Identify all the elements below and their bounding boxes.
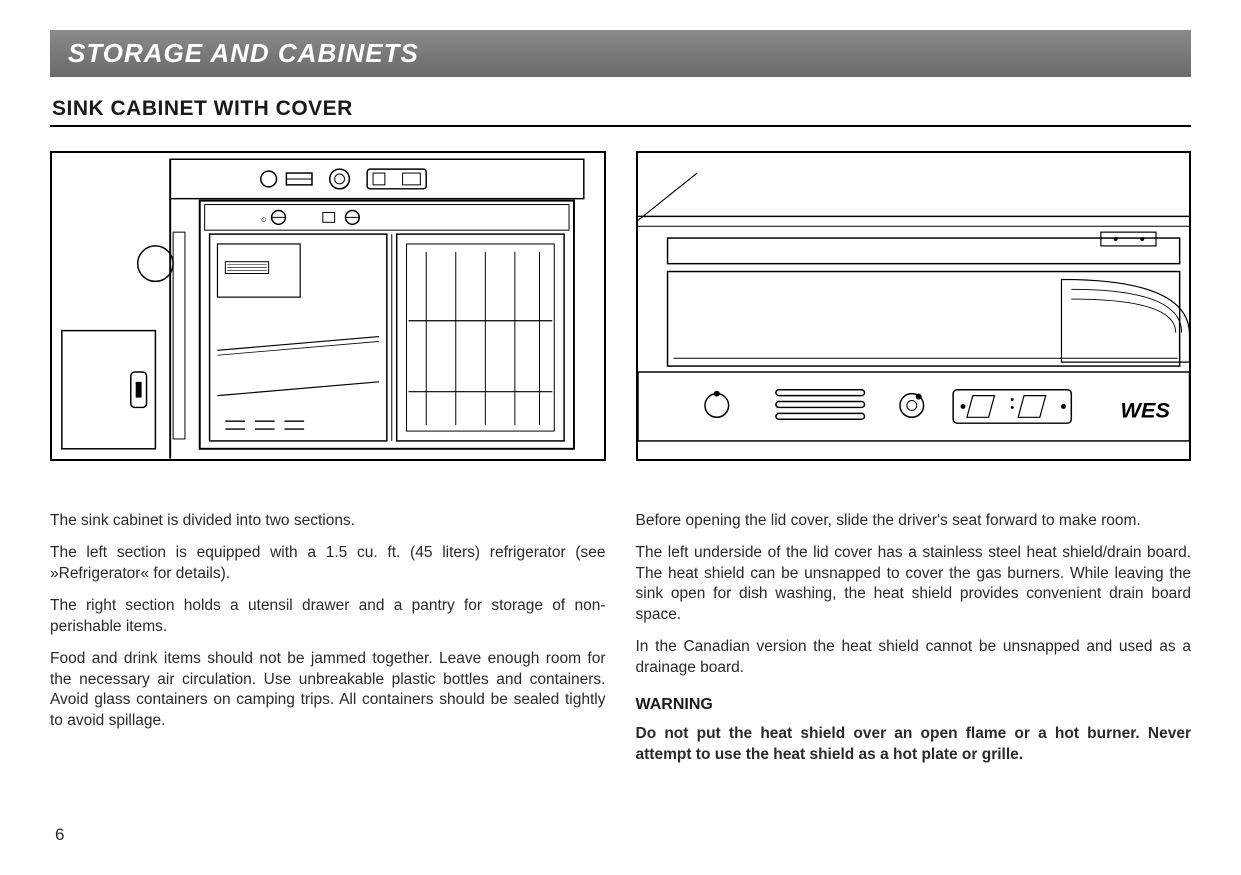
right-body-text: Before opening the lid cover, slide the … <box>636 511 1192 765</box>
section-rule <box>50 125 1191 127</box>
illustration-cover: WES <box>636 151 1192 461</box>
left-body-text: The sink cabinet is divided into two sec… <box>50 511 606 731</box>
brand-label: WES <box>1120 397 1170 422</box>
para: Food and drink items should not be jamme… <box>50 649 606 731</box>
para: The left underside of the lid cover has … <box>636 543 1192 625</box>
warning-heading: WARNING <box>636 696 1192 714</box>
left-column: ○ <box>50 151 606 777</box>
two-column-layout: ○ <box>50 151 1191 777</box>
warning-text: Do not put the heat shield over an open … <box>636 724 1192 765</box>
illustration-fridge: ○ <box>50 151 606 461</box>
svg-text:○: ○ <box>261 214 267 225</box>
page-number: 6 <box>55 825 64 845</box>
header-banner: STORAGE AND CABINETS <box>50 30 1191 77</box>
para: Before opening the lid cover, slide the … <box>636 511 1192 531</box>
para: The sink cabinet is divided into two sec… <box>50 511 606 531</box>
section-title: SINK CABINET WITH COVER <box>50 97 1191 121</box>
para: The right section holds a utensil drawer… <box>50 596 606 637</box>
para: In the Canadian version the heat shield … <box>636 637 1192 678</box>
para: The left section is equipped with a 1.5 … <box>50 543 606 584</box>
right-column: WES Before opening the lid cover, slide … <box>636 151 1192 777</box>
